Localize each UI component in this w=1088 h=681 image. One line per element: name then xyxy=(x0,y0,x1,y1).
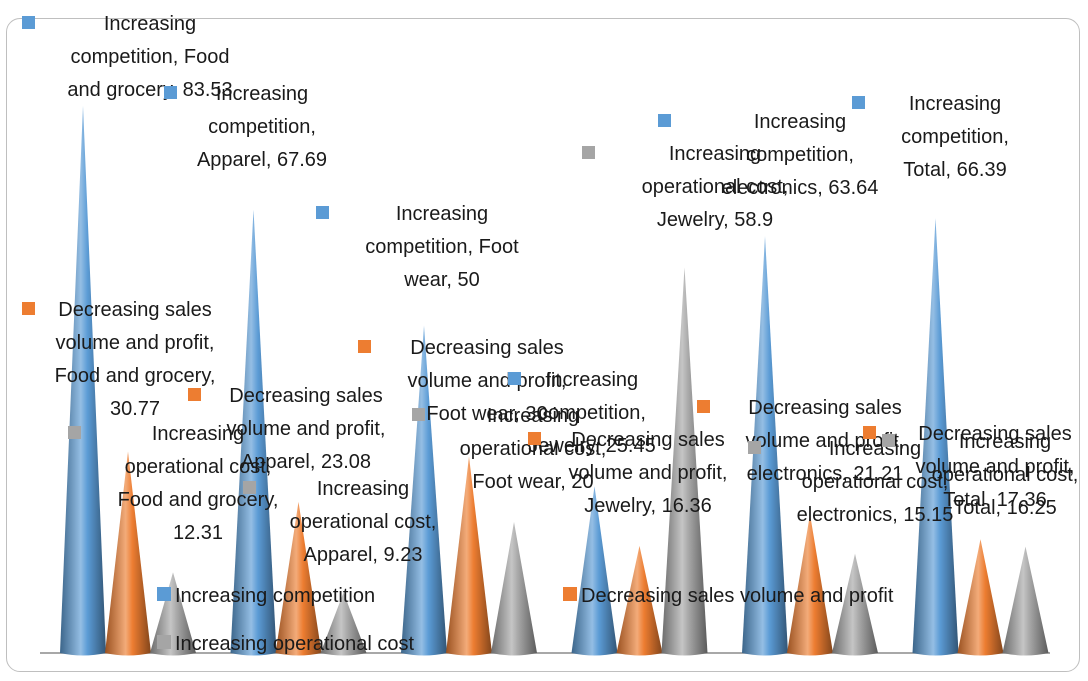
data-label-increasing-competition-electronics: Increasing competition, electronics, 63.64 xyxy=(722,111,879,199)
data-label-marker xyxy=(188,388,201,401)
data-label-decreasing-sales-volume-and-profit-apparel: Decreasing sales volume and profit, Appare… xyxy=(227,385,386,473)
data-label-increasing-operational-cost-electronics: Increasing operational cost, electronics, … xyxy=(797,438,954,526)
data-label-decreasing-sales-volume-and-profit-total: Decreasing sales volume and profit, Total,… xyxy=(916,423,1075,511)
data-label-marker xyxy=(882,434,895,447)
data-label-marker xyxy=(658,114,671,127)
data-label-marker xyxy=(697,400,710,413)
data-label-decreasing-sales-volume-and-profit-foot-wear: Decreasing sales volume and profit, Foot w… xyxy=(408,337,567,425)
data-label-group: Increasing competition, Food and grocery, … xyxy=(22,13,1078,566)
cone-decreasing-sales-volume-and-profit-apparel xyxy=(275,501,322,656)
data-label-increasing-competition-foot-wear: Increasing competition, Foot wear, 50 xyxy=(365,203,519,291)
data-label-marker xyxy=(582,146,595,159)
data-label-marker xyxy=(68,426,81,439)
data-label-marker xyxy=(528,432,541,445)
data-label-increasing-competition-jewelry: Increasing competition, Jewelry, 25.45 xyxy=(528,369,655,457)
data-label-marker xyxy=(164,86,177,99)
legend-swatch-increasing-competition xyxy=(157,587,171,601)
cone-increasing-operational-cost-apparel xyxy=(320,592,367,656)
cone-increasing-operational-cost-foot-wear xyxy=(491,522,537,656)
data-label-marker xyxy=(412,408,425,421)
data-label-marker xyxy=(508,372,521,385)
data-label-marker xyxy=(852,96,865,109)
data-label-marker xyxy=(358,340,371,353)
data-label-increasing-operational-cost-apparel: Increasing operational cost, Apparel, 9.23 xyxy=(290,478,437,566)
legend: Increasing competition Decreasing sales v… xyxy=(157,585,894,655)
cone-decreasing-sales-volume-and-profit-electronics xyxy=(787,514,833,656)
data-label-marker xyxy=(863,426,876,439)
data-label-marker xyxy=(316,206,329,219)
cone-increasing-operational-cost-food-and-grocery xyxy=(150,572,196,656)
cone-series-group xyxy=(60,105,1049,656)
data-label-increasing-operational-cost-food-and-grocery: Increasing operational cost, Food and groc… xyxy=(118,423,279,544)
legend-entry-increasing-operational-cost: Increasing operational cost xyxy=(175,633,414,655)
cone-decreasing-sales-volume-and-profit-foot-wear xyxy=(446,456,492,656)
cone-increasing-operational-cost-total xyxy=(1002,546,1049,656)
cone-decreasing-sales-volume-and-profit-jewelry xyxy=(616,545,663,656)
data-label-increasing-operational-cost-foot-wear: Increasing operational cost, Foot wear, 20 xyxy=(460,405,607,493)
cone-increasing-competition-apparel xyxy=(230,209,277,656)
legend-swatch-increasing-operational-cost xyxy=(157,635,171,649)
data-label-increasing-competition-total: Increasing competition, Total, 66.39 xyxy=(901,93,1009,181)
data-label-increasing-operational-cost-jewelry: Increasing operational cost, Jewelry, 58.9 xyxy=(642,143,789,231)
data-label-marker xyxy=(22,16,35,29)
data-label-increasing-competition-apparel: Increasing competition, Apparel, 67.69 xyxy=(197,83,327,171)
data-label-decreasing-sales-volume-and-profit-jewelry: Decreasing sales volume and profit, Jewelr… xyxy=(569,429,728,517)
legend-entry-increasing-competition: Increasing competition xyxy=(175,585,375,607)
data-label-marker xyxy=(748,441,761,454)
cone-increasing-operational-cost-electronics xyxy=(832,553,878,656)
cone-increasing-operational-cost-jewelry xyxy=(661,267,708,656)
legend-swatch-decreasing-sales-volume-and-profit xyxy=(563,587,577,601)
cone-increasing-competition-total xyxy=(912,218,959,656)
data-label-marker xyxy=(22,302,35,315)
cone-decreasing-sales-volume-and-profit-food-and-grocery xyxy=(105,451,151,656)
data-label-marker xyxy=(243,481,256,494)
cone-increasing-competition-food-and-grocery xyxy=(60,105,106,656)
cone-decreasing-sales-volume-and-profit-total xyxy=(957,539,1004,656)
chart-frame xyxy=(6,18,1080,672)
data-label-increasing-competition-food-and-grocery: Increasing competition, Food and grocery, … xyxy=(67,13,232,101)
cone-increasing-competition-jewelry xyxy=(571,486,618,656)
data-label-decreasing-sales-volume-and-profit-food-and-grocery: Decreasing sales volume and profit, Food a… xyxy=(55,299,216,420)
cone-increasing-competition-electronics xyxy=(742,236,788,656)
data-label-increasing-operational-cost-total: Increasing operational cost, Total, 16.25 xyxy=(932,431,1079,519)
cone-increasing-competition-foot-wear xyxy=(401,325,447,656)
legend-entry-decreasing-sales-volume-and-profit: Decreasing sales volume and profit xyxy=(581,585,894,607)
